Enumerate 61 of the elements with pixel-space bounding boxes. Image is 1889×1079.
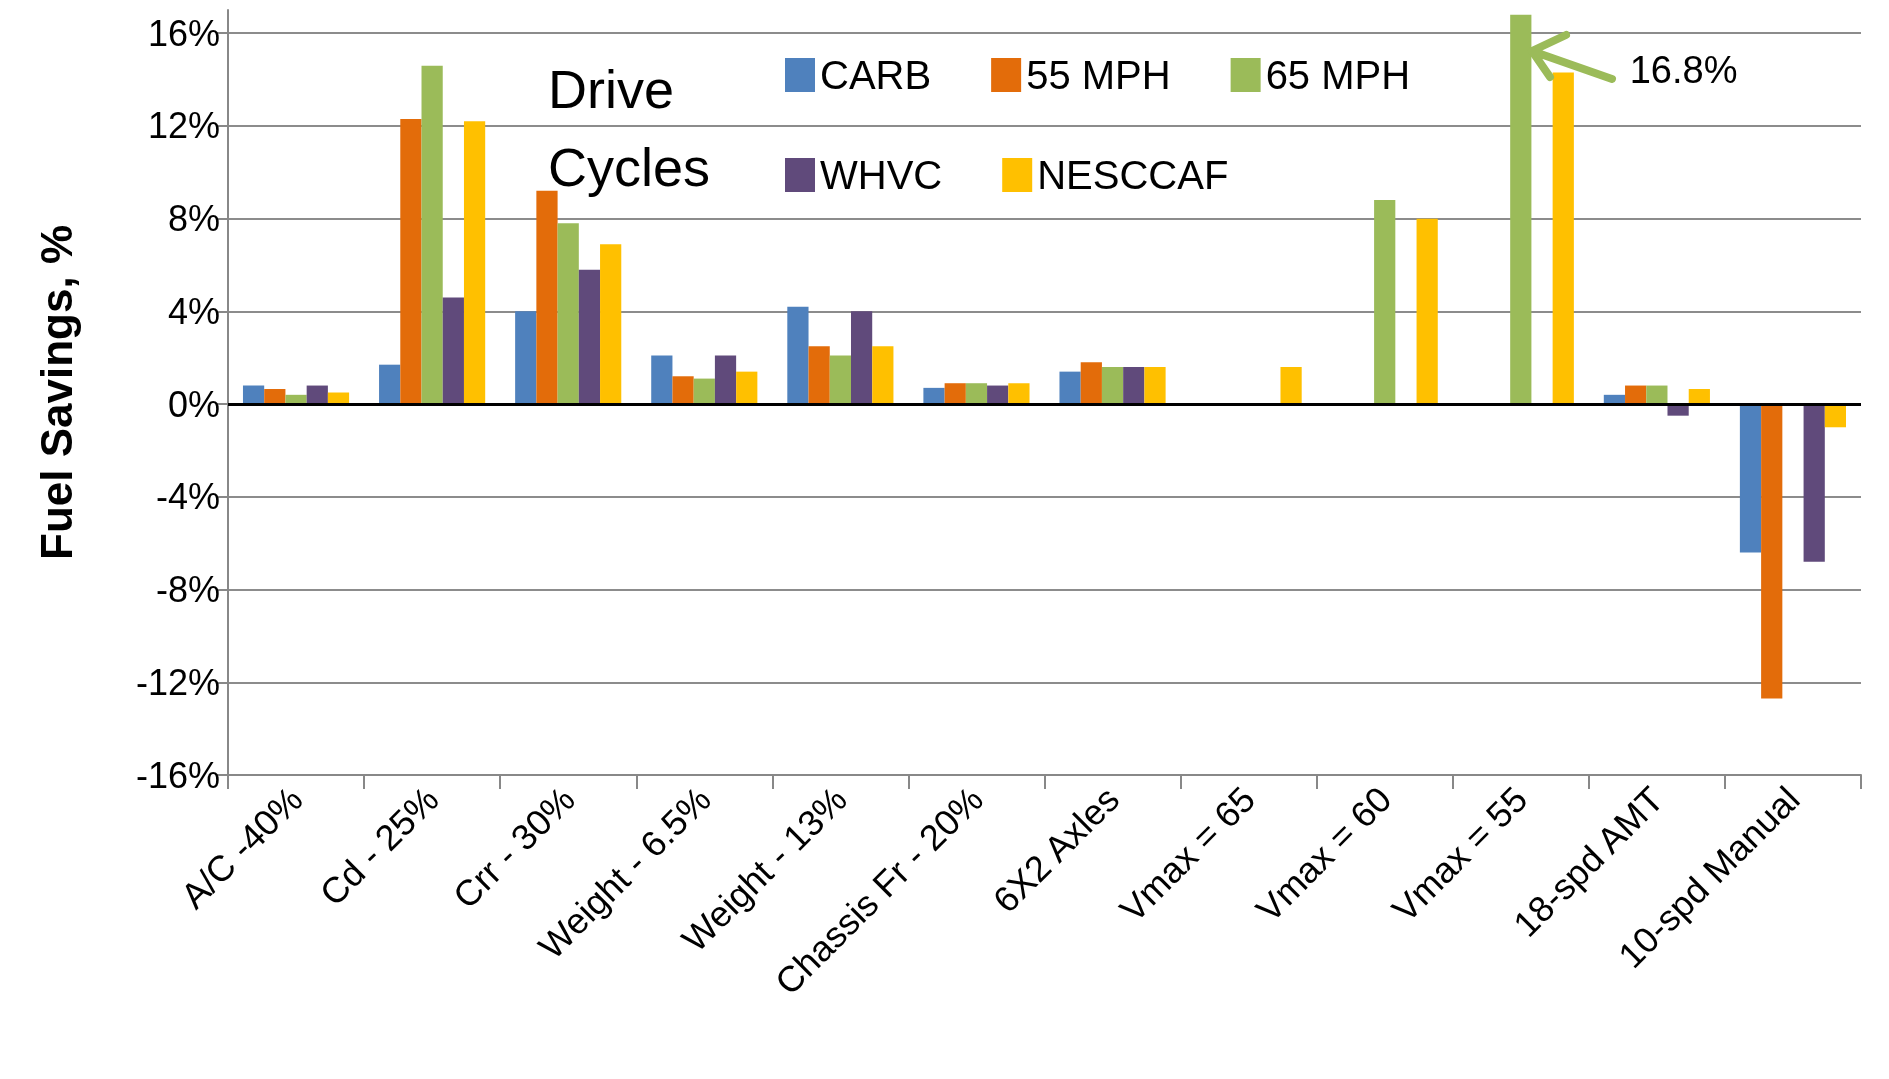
bar (1080, 362, 1102, 405)
bar (808, 346, 830, 405)
legend-label: 55 MPH (1026, 53, 1171, 97)
bar (1739, 404, 1762, 553)
legend-label: CARB (820, 53, 932, 97)
bar (672, 376, 694, 405)
bar (264, 389, 286, 405)
bar (1101, 367, 1124, 405)
bar (1824, 404, 1847, 428)
bar (1059, 371, 1081, 405)
bar (400, 118, 422, 405)
y-tick-label: -8% (155, 569, 220, 611)
bar (651, 355, 673, 405)
bar (306, 385, 328, 405)
bar (1374, 200, 1396, 405)
annotation: 16.8% (1629, 49, 1738, 92)
bar (1625, 385, 1647, 405)
bar (1761, 404, 1783, 699)
bar (944, 383, 966, 405)
y-axis-title: Fuel Savings, % (31, 225, 81, 560)
legend-title: Drive Cycles (548, 59, 711, 197)
y-tick-label: 8% (167, 198, 220, 240)
bar (1280, 367, 1302, 405)
bar (787, 306, 809, 405)
bar (1123, 367, 1145, 405)
bar (1646, 385, 1668, 405)
y-tick-label: -12% (135, 661, 220, 703)
legend-label: WHVC (820, 153, 943, 197)
bar (736, 371, 758, 405)
bar (714, 355, 737, 405)
bar (965, 383, 988, 405)
bar (1144, 367, 1166, 405)
legend-label: NESCCAF (1037, 153, 1229, 197)
bar (1552, 72, 1574, 405)
bar (693, 378, 715, 405)
bar (829, 355, 851, 405)
bar (578, 269, 601, 405)
bar (1803, 404, 1825, 562)
y-tick-label: 4% (167, 290, 220, 332)
y-tick-label: -4% (155, 476, 220, 518)
bar (1510, 14, 1532, 405)
bar (1416, 218, 1438, 405)
bar (379, 364, 401, 405)
bar (463, 121, 486, 405)
bar (421, 65, 443, 405)
bar (515, 311, 537, 405)
bar (442, 297, 464, 405)
bar (1008, 383, 1030, 405)
y-tick-label: 12% (147, 105, 220, 147)
legend-label: 65 MPH (1265, 53, 1411, 97)
y-tick-label: -16% (135, 754, 220, 796)
y-tick-label: 0% (167, 383, 220, 425)
bar (872, 346, 894, 405)
bar (850, 311, 873, 405)
bar (557, 223, 579, 405)
bar (987, 385, 1009, 405)
bar (600, 244, 622, 405)
y-tick-label: 16% (147, 12, 220, 54)
bar (923, 387, 945, 405)
bar (242, 385, 265, 405)
bar (1688, 389, 1710, 405)
